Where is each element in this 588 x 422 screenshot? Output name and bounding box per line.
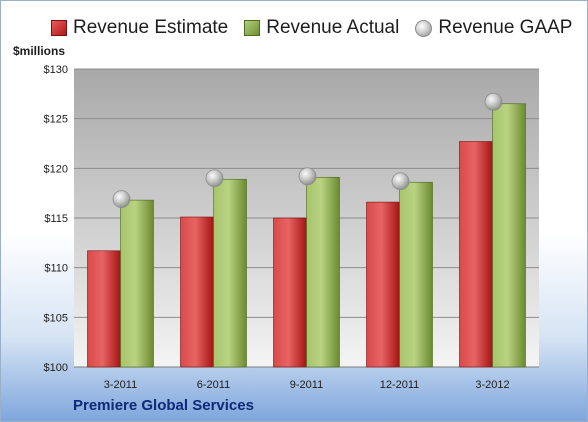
chart-legend: Revenue Estimate Revenue Actual Revenue … xyxy=(51,15,572,41)
bar-revenue-actual xyxy=(120,199,154,368)
y-tick-label: $100 xyxy=(44,362,68,374)
bar-revenue-actual xyxy=(399,181,433,368)
bar-revenue-estimate xyxy=(366,201,400,368)
legend-item-actual: Revenue Actual xyxy=(244,17,399,39)
marker-revenue-gaap xyxy=(205,169,224,188)
y-tick-label: $110 xyxy=(44,263,68,275)
bar-revenue-actual xyxy=(492,103,526,368)
bar-revenue-estimate xyxy=(459,141,493,368)
y-tick-label: $130 xyxy=(44,64,68,76)
bar-revenue-estimate xyxy=(87,250,121,368)
legend-swatch-estimate xyxy=(51,20,67,36)
y-tick-label: $105 xyxy=(44,312,68,324)
legend-swatch-gaap xyxy=(415,19,433,37)
marker-revenue-gaap xyxy=(298,167,317,186)
bar-revenue-actual xyxy=(213,178,247,368)
x-tick-label: 12-2011 xyxy=(380,379,420,391)
y-tick-label: $125 xyxy=(44,114,68,126)
bar-revenue-actual xyxy=(306,176,340,368)
x-tick-label: 6-2011 xyxy=(197,379,230,391)
y-tick-label: $120 xyxy=(44,163,68,175)
x-tick-label: 3-2011 xyxy=(104,379,137,391)
x-tick-label: 3-2012 xyxy=(475,379,509,391)
marker-revenue-gaap xyxy=(112,190,131,209)
company-name: Premiere Global Services xyxy=(73,397,254,414)
marker-revenue-gaap xyxy=(484,92,503,111)
legend-swatch-actual xyxy=(244,20,261,36)
y-axis-unit-label: $millions xyxy=(13,44,66,58)
marker-revenue-gaap xyxy=(391,172,410,191)
legend-label-gaap: Revenue GAAP xyxy=(438,17,573,38)
y-tick-label: $115 xyxy=(44,213,68,225)
bar-revenue-estimate xyxy=(273,217,307,368)
legend-label-actual: Revenue Actual xyxy=(266,17,400,38)
legend-label-estimate: Revenue Estimate xyxy=(73,17,229,38)
legend-item-gaap: Revenue GAAP xyxy=(415,17,572,39)
legend-item-estimate: Revenue Estimate xyxy=(51,17,228,39)
x-tick-label: 9-2011 xyxy=(290,379,323,391)
bar-revenue-estimate xyxy=(180,216,214,368)
